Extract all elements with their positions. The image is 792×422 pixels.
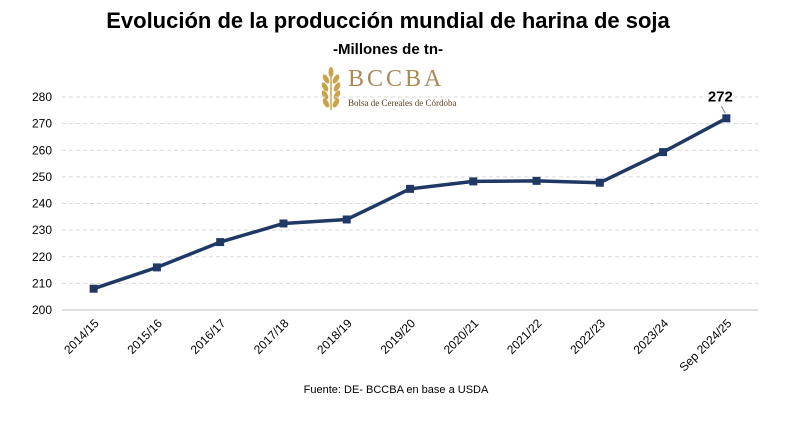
x-tick-label: 2017/18 (251, 316, 292, 357)
y-tick-label: 210 (32, 276, 52, 290)
y-tick-label: 220 (32, 250, 52, 264)
x-tick-label: 2018/19 (314, 316, 355, 357)
wheat-icon (321, 67, 341, 110)
data-point (532, 176, 541, 185)
logo-text: BCCBA (348, 66, 445, 92)
x-tick-label: 2016/17 (188, 316, 229, 357)
y-tick-label: 230 (32, 223, 52, 237)
data-point (152, 263, 161, 272)
y-tick-label: 200 (32, 303, 52, 317)
data-point (595, 178, 604, 187)
y-tick-label: 280 (32, 90, 52, 104)
bccba-logo: BCCBA Bolsa de Cereales de Córdoba (318, 64, 478, 114)
x-tick-label: 2019/20 (378, 316, 419, 357)
y-tick-label: 250 (32, 170, 52, 184)
chart-subtitle: -Millones de tn- (333, 41, 443, 58)
data-point (406, 184, 414, 193)
y-tick-label: 240 (32, 197, 52, 211)
y-tick-label: 260 (32, 143, 52, 157)
x-tick-label: 2023/24 (631, 316, 672, 357)
x-tick-label: 2021/22 (504, 316, 545, 357)
data-point (722, 114, 731, 123)
data-point (659, 148, 668, 157)
data-point (342, 215, 351, 224)
data-point (279, 219, 288, 228)
x-tick-label: 2022/23 (567, 316, 608, 357)
chart-title: Evolución de la producción mundial de ha… (106, 8, 670, 33)
y-tick-label: 270 (32, 117, 52, 131)
x-tick-label: 2020/21 (441, 316, 482, 357)
data-label: 272 (708, 88, 733, 105)
data-point (89, 284, 98, 293)
logo-subtitle: Bolsa de Cereales de Córdoba (348, 98, 457, 108)
data-point (469, 177, 478, 186)
data-point (216, 238, 225, 247)
x-tick-label: Sep 2024/25 (676, 316, 734, 374)
line-chart: 200 210 220 230 240 250 260 270 280 2014/15 2015/1… (32, 88, 758, 374)
data-label-leader (720, 106, 726, 114)
source-note: Fuente: DE- BCCBA en base a USDA (303, 384, 489, 396)
x-tick-label: 2014/15 (61, 316, 102, 357)
x-tick-label: 2015/16 (124, 316, 165, 357)
